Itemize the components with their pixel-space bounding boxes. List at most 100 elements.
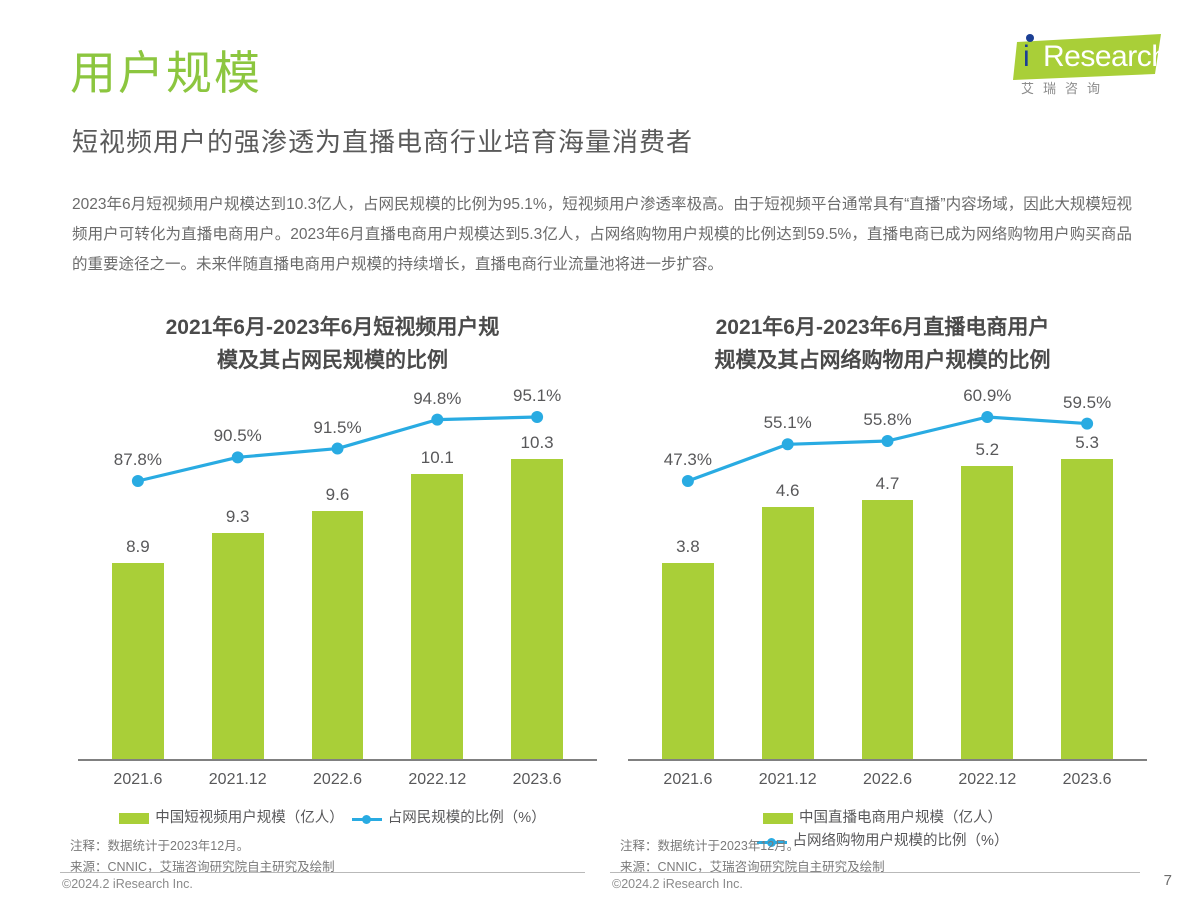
bar-value-label: 9.6 (325, 484, 350, 504)
chart-short-video-users: 2021年6月-2023年6月短视频用户规 模及其占网民规模的比例 8.9 87.… (60, 312, 605, 872)
logo-chinese-name: 艾瑞咨询 (1021, 81, 1110, 96)
logo-wordmark: Research (1043, 40, 1168, 73)
page-number: 7 (1163, 872, 1172, 889)
legend-right: 中国直播电商用户规模（亿人） 占网络购物用户规模的比例（%） (610, 807, 1155, 853)
legend-left: 中国短视频用户规模（亿人） 占网民规模的比例（%） (60, 807, 605, 830)
legend-label: 占网络购物用户规模的比例（%） (792, 833, 1009, 850)
line-marker (131, 475, 144, 488)
bar (111, 562, 164, 760)
line-value-label: 55.1% (763, 413, 812, 433)
x-axis-label: 2022.12 (408, 771, 467, 789)
page-title: 用户规模 (70, 47, 262, 99)
line-value-label: 47.3% (663, 450, 712, 470)
line-marker (331, 442, 344, 455)
footnote-note-right: 注释：数据统计于2023年12月。 (620, 839, 800, 853)
x-axis-label: 2021.12 (208, 771, 267, 789)
plot-area-right: 3.8 47.3% 4.6 55.1% 4.7 55.8% 5.2 60.9% 5.3 59.5% (610, 386, 1155, 762)
line-value-label: 90.5% (213, 426, 262, 446)
logo-i-dot-icon (1026, 34, 1034, 42)
line-marker (531, 411, 544, 424)
legend-item[interactable]: 占网民规模的比例（%） (351, 807, 546, 830)
bar (661, 562, 714, 760)
legend-right-row-line: 占网络购物用户规模的比例（%） (610, 830, 1155, 853)
trend-line (681, 411, 1094, 488)
legend-item[interactable]: 中国直播电商用户规模（亿人） (763, 807, 1002, 830)
line-marker (231, 451, 244, 464)
logo-shape-icon (1013, 34, 1161, 80)
iresearch-logo: i Research 艾瑞咨询 (999, 28, 1168, 100)
bar-value-label: 4.7 (875, 474, 900, 494)
line-marker (431, 413, 444, 426)
footnotes-right: 注释：数据统计于2023年12月。 来源：CNNIC，艾瑞咨询研究院自主研究及绘… (620, 836, 1120, 877)
page-subtitle: 短视频用户的强渗透为直播电商行业培育海量消费者 (72, 127, 694, 157)
footnotes-left: 注释：数据统计于2023年12月。 来源：CNNIC，艾瑞咨询研究院自主研究及绘… (70, 836, 570, 877)
logo-i-letter: i (1023, 40, 1030, 73)
bar (1061, 459, 1114, 760)
line-value-label: 95.1% (512, 386, 562, 406)
line-value-label: 94.8% (413, 388, 462, 408)
x-axis-label: 2021.12 (758, 771, 817, 789)
line-value-label: 59.5% (1062, 392, 1112, 412)
footer-divider-left (60, 872, 585, 873)
trend-line (131, 411, 544, 488)
chart-title-right-line2: 规模及其占网络购物用户规模的比例 (714, 348, 1051, 372)
legend-item[interactable]: 占网络购物用户规模的比例（%） (756, 830, 1009, 853)
footnote-note-left: 注释：数据统计于2023年12月。 (70, 839, 250, 853)
line-marker (981, 411, 994, 424)
x-axis-label: 2023.6 (1062, 771, 1112, 789)
legend-label: 占网民规模的比例（%） (387, 810, 546, 827)
line-marker (781, 438, 794, 451)
bar-value-label: 5.2 (975, 439, 1000, 459)
x-axis-line (78, 759, 597, 762)
chart-title-right: 2021年6月-2023年6月直播电商用户 规模及其占网络购物用户规模的比例 (610, 312, 1155, 377)
bar (511, 459, 564, 760)
x-axis-labels-right: 2021.6 2021.12 2022.6 2022.12 2023.6 (610, 767, 1155, 801)
bar (861, 500, 914, 760)
chart-title-right-line1: 2021年6月-2023年6月直播电商用户 (715, 316, 1050, 339)
legend-line-swatch-icon (351, 813, 382, 824)
bar (411, 473, 464, 760)
legend-bar-swatch-icon (763, 813, 793, 825)
line-marker (881, 435, 894, 448)
bar-value-label: 10.3 (520, 433, 554, 453)
legend-bar-swatch-icon (119, 813, 150, 825)
x-axis-label: 2022.12 (958, 771, 1017, 789)
x-axis-labels-left: 2021.6 2021.12 2022.6 2022.12 2023.6 (60, 767, 605, 801)
legend-item[interactable]: 中国短视频用户规模（亿人） (119, 807, 344, 830)
copyright-right: ©2024.2 iResearch Inc. (612, 877, 743, 891)
legend-label: 中国直播电商用户规模（亿人） (799, 810, 1002, 827)
footnote-source-right: 来源：CNNIC，艾瑞咨询研究院自主研究及绘制 (620, 859, 885, 874)
legend-left-row: 中国短视频用户规模（亿人） 占网民规模的比例（%） (60, 807, 605, 830)
bar-value-label: 4.6 (775, 481, 800, 501)
legend-right-row-bar: 中国直播电商用户规模（亿人） (610, 807, 1155, 830)
bar (211, 533, 264, 760)
x-axis-label: 2022.6 (313, 771, 362, 789)
bar-value-label: 3.8 (676, 536, 700, 556)
footnote-source-left: 来源：CNNIC，艾瑞咨询研究院自主研究及绘制 (70, 859, 335, 874)
line-marker (681, 475, 694, 488)
bar-value-label: 8.9 (126, 536, 150, 556)
body-paragraph: 2023年6月短视频用户规模达到10.3亿人，占网民规模的比例为95.1%，短视… (72, 196, 1132, 274)
bar-value-label: 10.1 (420, 447, 454, 467)
x-axis-label: 2022.6 (863, 771, 912, 789)
x-axis-line (628, 759, 1147, 762)
legend-line-swatch-icon (756, 836, 787, 847)
line-value-label: 87.8% (113, 450, 162, 470)
bar-value-label: 9.3 (225, 506, 250, 526)
bar (311, 510, 364, 760)
plot-area-left: 8.9 87.8% 9.3 90.5% 9.6 91.5% 10.1 94.8% 10.3 95.… (60, 386, 605, 762)
footer-divider-right (610, 872, 1140, 873)
line-value-label: 55.8% (863, 410, 912, 430)
copyright-left: ©2024.2 iResearch Inc. (62, 877, 193, 891)
bar (761, 507, 814, 760)
bar-value-label: 5.3 (1075, 433, 1099, 453)
line-value-label: 60.9% (963, 386, 1012, 406)
chart-title-left: 2021年6月-2023年6月短视频用户规 模及其占网民规模的比例 (60, 312, 605, 377)
x-axis-label: 2021.6 (663, 771, 713, 789)
x-axis-label: 2021.6 (113, 771, 163, 789)
line-marker (1081, 417, 1094, 430)
chart-live-commerce-users: 2021年6月-2023年6月直播电商用户 规模及其占网络购物用户规模的比例 3… (610, 312, 1155, 872)
x-axis-label: 2023.6 (512, 771, 562, 789)
line-value-label: 91.5% (313, 417, 362, 437)
bar (961, 466, 1014, 760)
